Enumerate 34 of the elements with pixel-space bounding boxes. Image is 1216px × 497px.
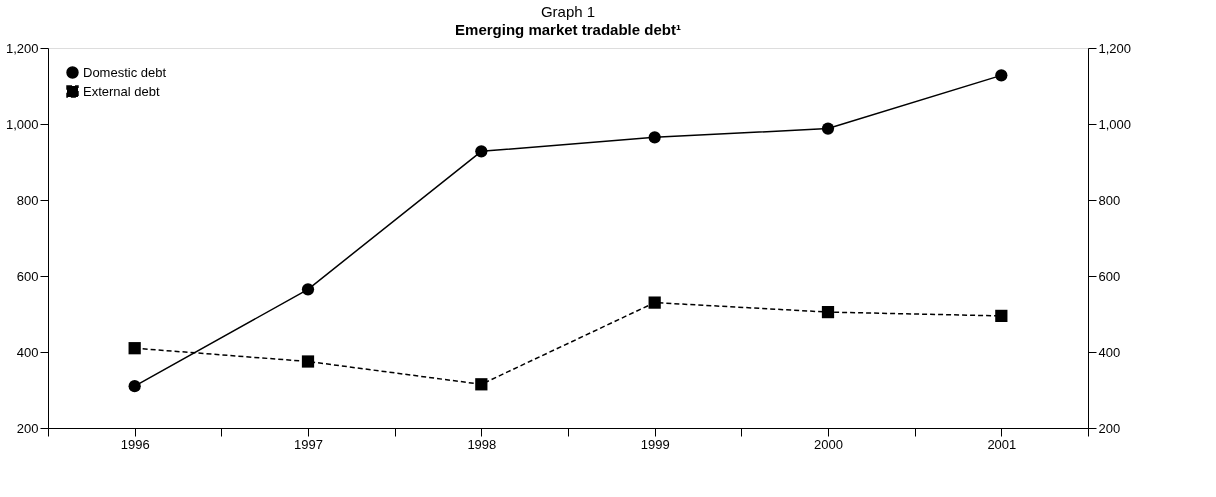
point <box>648 296 661 309</box>
y-tick-label: 400 <box>16 344 39 360</box>
x-tick-label: 1999 <box>640 436 670 452</box>
y2-tick-label: 1,000 <box>1098 116 1132 132</box>
chart-subtitle: Emerging market tradable debt¹ <box>455 21 681 38</box>
point <box>995 69 1008 82</box>
y2-tick-label: 800 <box>1098 192 1121 208</box>
point <box>128 342 141 355</box>
y2-tick-label: 1,200 <box>1098 40 1132 56</box>
y2-tick-label: 400 <box>1098 344 1121 360</box>
point <box>475 378 488 391</box>
point <box>301 283 315 296</box>
x-tick-label: 1997 <box>294 436 323 452</box>
y2-tick-label: 600 <box>1098 268 1121 284</box>
y-tick-label: 600 <box>16 268 39 284</box>
point <box>995 309 1008 323</box>
chart-title: Graph 1 <box>540 3 596 20</box>
y-tick-label: 1,000 <box>5 116 39 132</box>
x-tick-label: 2001 <box>987 436 1017 452</box>
point <box>648 131 661 144</box>
point <box>475 145 488 158</box>
x-tick-label: 1996 <box>120 436 150 452</box>
point <box>821 305 835 319</box>
y2-tick-label: 200 <box>1098 420 1121 436</box>
x-tick-label: 2000 <box>814 436 843 452</box>
point <box>821 122 835 135</box>
legend-label: Domestic debt <box>83 64 167 80</box>
point <box>128 380 141 393</box>
y-tick-label: 800 <box>16 192 39 208</box>
y-tick-label: 200 <box>16 420 39 436</box>
x-tick-label: 1998 <box>467 436 497 452</box>
legend-label: External debt <box>83 83 160 99</box>
point <box>301 355 315 368</box>
y-tick-label: 1,200 <box>5 40 39 56</box>
